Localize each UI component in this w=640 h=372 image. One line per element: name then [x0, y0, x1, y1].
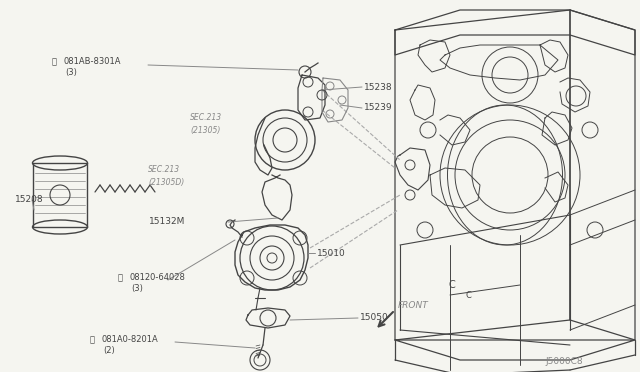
- Text: (21305D): (21305D): [148, 177, 184, 186]
- Text: (3): (3): [65, 68, 77, 77]
- Text: (21305): (21305): [190, 125, 220, 135]
- Text: (2): (2): [103, 346, 115, 356]
- Text: Ⓑ: Ⓑ: [90, 336, 95, 344]
- Text: 08120-64028: 08120-64028: [129, 273, 185, 282]
- Text: 15208: 15208: [15, 196, 44, 205]
- Text: 081AB-8301A: 081AB-8301A: [63, 58, 120, 67]
- Text: C: C: [449, 280, 456, 290]
- Text: SEC.213: SEC.213: [148, 166, 180, 174]
- Text: FRONT: FRONT: [398, 301, 429, 310]
- Text: 15239: 15239: [364, 103, 392, 112]
- Text: (3): (3): [131, 285, 143, 294]
- Text: Ⓑ: Ⓑ: [52, 58, 57, 67]
- Text: C: C: [465, 291, 471, 299]
- Text: SEC.213: SEC.213: [190, 113, 222, 122]
- Text: 15132M: 15132M: [148, 218, 185, 227]
- Text: 081A0-8201A: 081A0-8201A: [101, 336, 157, 344]
- Text: J5000C8: J5000C8: [545, 357, 582, 366]
- Text: 15050: 15050: [360, 314, 388, 323]
- Text: 15238: 15238: [364, 83, 392, 92]
- Text: 15010: 15010: [317, 248, 346, 257]
- Text: Ⓑ: Ⓑ: [118, 273, 123, 282]
